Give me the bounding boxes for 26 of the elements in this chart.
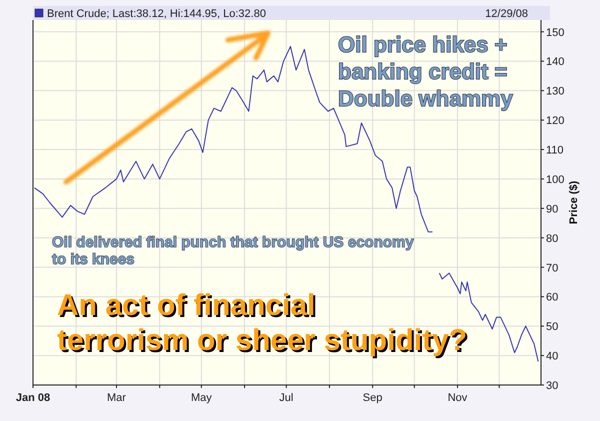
x-tick-label: Jul bbox=[279, 392, 294, 404]
y-tick-label: 100 bbox=[546, 174, 564, 186]
x-tick-label: May bbox=[191, 392, 212, 404]
x-tick-label: Mar bbox=[107, 392, 126, 404]
y-tick-label: 50 bbox=[546, 321, 558, 334]
y-axis-title: Price ($) bbox=[568, 180, 580, 224]
annotation: Oil price hikes + banking credit = Double whammy bbox=[338, 32, 514, 111]
y-tick-label: 30 bbox=[546, 380, 558, 392]
annotation: ; Last:38.12, Hi:144.95, Lo:32.80 bbox=[106, 8, 266, 20]
y-tick-label: 40 bbox=[546, 350, 558, 363]
y-tick-label: 120 bbox=[546, 115, 564, 128]
annotation: An act of financial terrorism or sheer stupidity? bbox=[57, 289, 470, 359]
y-tick-label: 150 bbox=[546, 26, 564, 39]
y-tick-label: 80 bbox=[546, 232, 558, 245]
y-tick-label: 90 bbox=[546, 203, 558, 216]
y-tick-label: 130 bbox=[546, 86, 564, 98]
y-tick-label: 60 bbox=[546, 292, 558, 304]
x-tick-label: Sep bbox=[362, 392, 382, 404]
y-tick-label: 70 bbox=[546, 262, 558, 274]
y-tick-label: 110 bbox=[546, 144, 564, 157]
annotation: 12/29/08 bbox=[485, 8, 528, 20]
x-tick-label: Nov bbox=[448, 392, 468, 404]
x-tick-label: Jan 08 bbox=[16, 392, 50, 404]
y-tick-label: 140 bbox=[546, 56, 564, 68]
legend-label: Brent Crude bbox=[47, 8, 106, 20]
annotation: Oil delivered final punch that brought US economy to its knees bbox=[52, 234, 414, 268]
